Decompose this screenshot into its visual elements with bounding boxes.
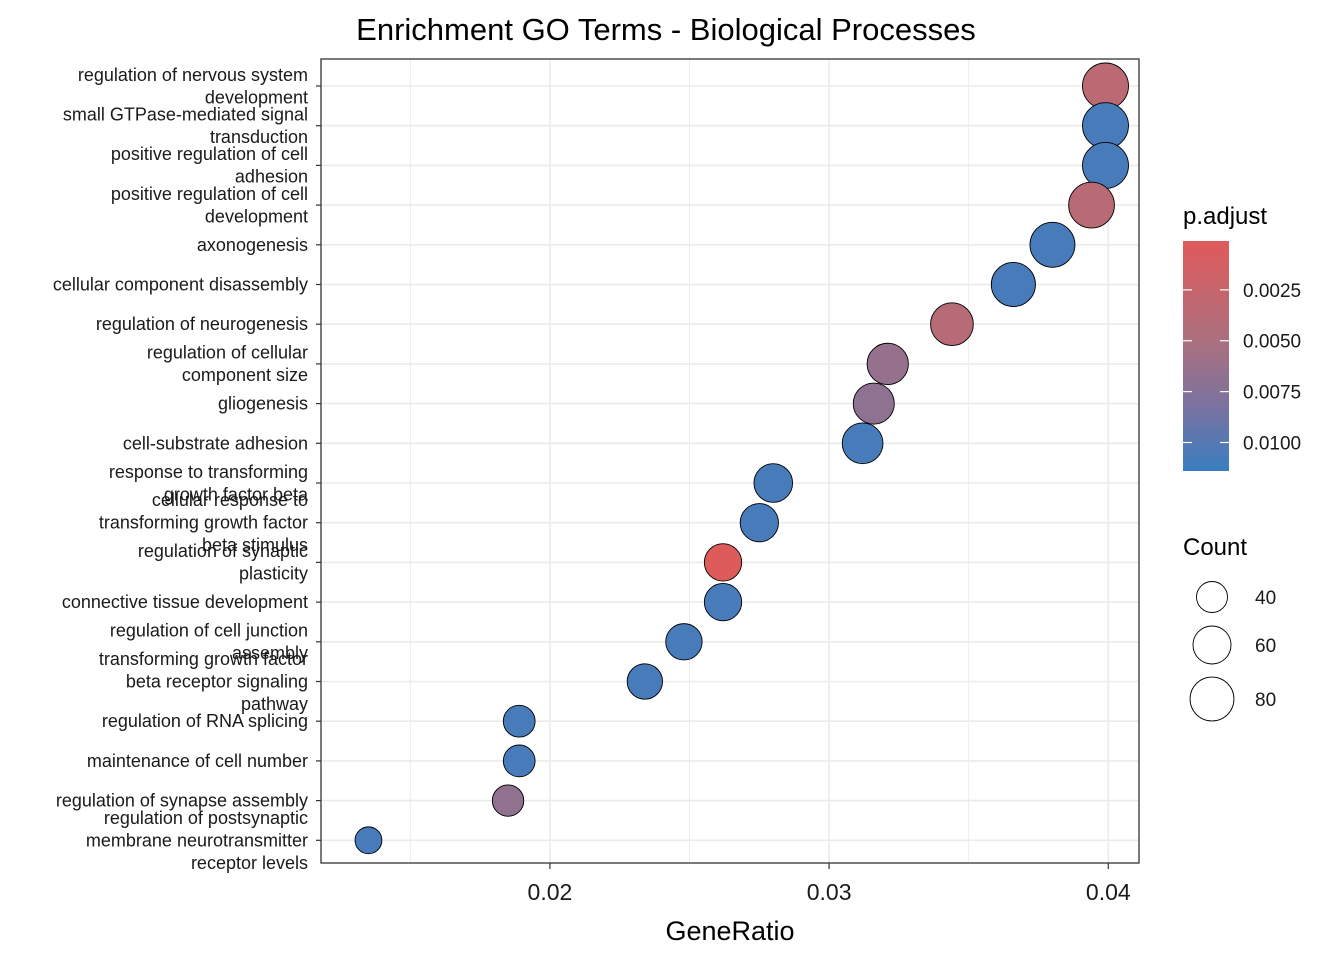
data-point	[1068, 181, 1115, 229]
data-point	[1029, 221, 1076, 268]
y-tick-label: beta receptor signaling	[126, 672, 308, 692]
x-axis-ticks: 0.02 0.03 0.04	[528, 863, 1131, 905]
color-legend-label: 0.0050	[1243, 332, 1301, 353]
color-legend-label: 0.0075	[1243, 383, 1301, 404]
data-point	[1082, 102, 1129, 150]
data-point	[739, 503, 779, 543]
x-tick-label: 0.03	[807, 879, 852, 905]
y-tick-label: positive regulation of cell	[111, 184, 308, 204]
y-tick-label: cellular component disassembly	[53, 275, 308, 295]
y-tick-label: regulation of nervous system	[78, 65, 308, 85]
x-axis-title: GeneRatio	[665, 916, 794, 946]
y-tick-label: regulation of RNA splicing	[102, 711, 308, 731]
y-tick-label: adhesion	[235, 167, 308, 187]
data-point	[626, 663, 663, 700]
data-point	[354, 826, 383, 855]
y-tick-label: connective tissue development	[62, 592, 308, 612]
color-legend-label: 0.0100	[1243, 434, 1301, 455]
data-point	[1082, 141, 1129, 189]
y-tick-label: positive regulation of cell	[111, 144, 308, 164]
y-tick-label: growth factor beta	[164, 484, 309, 504]
plot-panel-border	[320, 58, 1140, 864]
size-legend-keys: 40 60 80	[1189, 581, 1276, 722]
size-legend-label: 60	[1255, 636, 1276, 657]
size-legend-title: Count	[1183, 534, 1247, 561]
y-tick-label: transduction	[210, 127, 308, 147]
data-point	[703, 543, 743, 582]
y-tick-label: development	[205, 87, 308, 107]
data-point	[1082, 62, 1129, 110]
size-legend-label: 40	[1255, 588, 1276, 609]
size-legend-label: 80	[1255, 690, 1276, 711]
data-point	[841, 422, 884, 465]
y-tick-label: receptor levels	[191, 853, 308, 873]
y-tick-label: cell-substrate adhesion	[123, 433, 308, 453]
data-point	[502, 704, 536, 738]
color-legend-title: p.adjust	[1183, 203, 1267, 230]
color-legend-gradient	[1183, 241, 1229, 471]
size-legend-circle	[1189, 676, 1235, 722]
data-point	[866, 342, 909, 386]
y-tick-label: regulation of cellular	[147, 343, 308, 363]
y-tick-label: development	[205, 206, 308, 226]
y-tick-label: response to transforming	[109, 462, 308, 482]
color-legend-label: 0.0025	[1243, 281, 1301, 302]
data-point	[930, 302, 974, 347]
y-tick-label: beta stimulus	[202, 535, 308, 555]
y-tick-label: gliogenesis	[218, 394, 308, 414]
y-tick-label: membrane neurotransmitter	[86, 830, 308, 850]
y-tick-label: regulation of postsynaptic	[104, 808, 308, 828]
y-tick-label: plasticity	[239, 564, 308, 584]
x-tick-label: 0.02	[528, 879, 573, 905]
y-tick-label: regulation of synaptic	[138, 541, 308, 561]
grid-lines	[321, 59, 1139, 863]
y-tick-label: small GTPase-mediated signal	[63, 104, 308, 124]
size-legend-circle	[1196, 581, 1228, 613]
y-axis-labels: regulation of nervous systemdevelopments…	[53, 65, 321, 873]
size-legend-circle	[1192, 625, 1232, 665]
x-tick-label: 0.04	[1086, 879, 1131, 905]
y-tick-label: transforming growth factor	[99, 513, 308, 533]
y-tick-label: transforming growth factor	[99, 649, 308, 669]
data-point	[703, 582, 743, 622]
y-tick-label: regulation of synapse assembly	[56, 791, 308, 811]
data-point	[753, 463, 794, 503]
data-point	[491, 784, 525, 817]
y-tick-label: cellular response to	[152, 490, 308, 510]
y-tick-label: component size	[182, 365, 308, 385]
y-tick-label: regulation of neurogenesis	[96, 314, 308, 334]
y-tick-label: maintenance of cell number	[87, 751, 308, 771]
data-point	[990, 261, 1036, 308]
color-legend-ticks: 0.0025 0.0050 0.0075 0.0100	[1183, 281, 1301, 455]
y-tick-label: axonogenesis	[197, 235, 308, 255]
data-points	[354, 62, 1129, 855]
data-point	[502, 744, 536, 778]
y-tick-label: assembly	[232, 643, 308, 663]
y-tick-label: pathway	[241, 694, 308, 714]
data-point	[852, 382, 895, 425]
chart-title: Enrichment GO Terms - Biological Process…	[356, 12, 976, 47]
data-point	[665, 623, 703, 661]
y-tick-label: regulation of cell junction	[110, 621, 308, 641]
